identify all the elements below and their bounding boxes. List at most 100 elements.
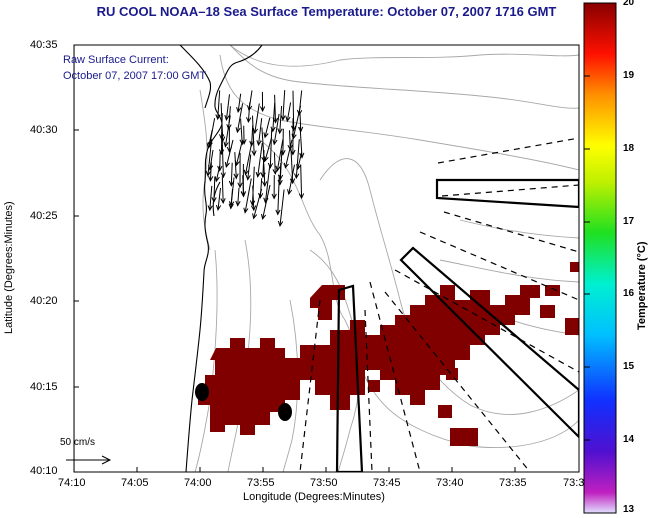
y-tick-label: 40:30 <box>30 124 58 136</box>
current-vector-head <box>250 205 257 212</box>
current-vector-head <box>208 164 214 171</box>
x-axis-label: Longitude (Degrees:Minutes) <box>243 491 385 503</box>
current-vector-head <box>263 132 269 139</box>
colorbar-tick-label: 14 <box>623 434 635 445</box>
current-vector <box>288 164 295 195</box>
survey-boxes <box>335 178 579 472</box>
current-vector <box>264 165 271 203</box>
y-tick-label: 40:25 <box>30 210 58 222</box>
current-vector-head <box>235 200 241 207</box>
current-vector-head <box>246 117 252 124</box>
station-dot <box>278 403 292 421</box>
current-vector-head <box>245 174 251 181</box>
current-vector <box>254 103 260 134</box>
current-vector <box>295 139 300 179</box>
current-vector <box>207 129 213 149</box>
current-vectors <box>205 90 305 227</box>
current-vector <box>221 139 224 178</box>
current-vector <box>258 118 263 146</box>
current-vector <box>264 117 271 138</box>
current-vector <box>251 166 255 206</box>
current-vector-head <box>251 150 257 157</box>
current-vector-head <box>224 114 230 121</box>
y-axis-label: Latitude (Degrees:Minutes) <box>3 201 15 334</box>
colorbar-tick-label: 17 <box>623 216 635 227</box>
plot-area <box>74 45 579 472</box>
current-vector <box>236 103 244 133</box>
current-vector-head <box>271 193 277 200</box>
current-vector <box>207 139 213 176</box>
current-vector <box>235 142 243 166</box>
current-vector <box>279 105 283 134</box>
axis-tick-marks <box>73 44 516 473</box>
current-vector-head <box>261 213 267 221</box>
current-time: October 07, 2007 17:00 GMT <box>63 70 207 82</box>
current-vector <box>282 90 286 120</box>
current-vector <box>264 137 273 162</box>
current-vector <box>225 94 230 120</box>
colorbar-tick-label: 18 <box>623 143 635 154</box>
scale-label: 50 cm/s <box>60 437 96 448</box>
current-vector-head <box>236 106 242 114</box>
current-vector-head <box>275 165 281 172</box>
current-vector <box>234 152 237 179</box>
map-title: RU COOL NOAA–18 Sea Surface Temperature:… <box>96 4 557 19</box>
current-vector-head <box>217 165 223 172</box>
current-vector-head <box>299 152 305 159</box>
current-vector-head <box>275 209 281 216</box>
current-vector-head <box>228 203 234 210</box>
current-vector-head <box>228 180 235 187</box>
current-vector <box>274 94 276 123</box>
y-tick-label: 40:10 <box>30 465 58 477</box>
current-vector-head <box>287 189 293 196</box>
current-vector-head <box>243 207 249 214</box>
current-vector <box>257 142 263 177</box>
colorbar-tick-label: 13 <box>623 504 635 515</box>
current-vector <box>237 93 242 112</box>
current-vector <box>247 154 252 180</box>
current-vector-head <box>214 176 220 183</box>
current-vector <box>284 139 293 168</box>
current-vector-head <box>241 139 247 145</box>
current-vector-head <box>211 197 217 204</box>
current-vector-head <box>252 213 258 220</box>
x-tick-label: 73:55 <box>247 477 275 489</box>
current-vector <box>279 163 282 185</box>
current-vector <box>253 188 263 219</box>
current-vector <box>277 175 280 215</box>
y-tick-label: 40:20 <box>30 295 58 307</box>
current-vector <box>244 178 252 213</box>
current-vector-head <box>287 144 293 151</box>
current-vector <box>220 125 223 155</box>
current-vector <box>224 115 231 147</box>
current-vector <box>252 185 255 211</box>
x-tick-label: 73:35 <box>499 477 527 489</box>
y-tick-label: 40:15 <box>30 381 58 393</box>
current-vector-head <box>237 182 243 189</box>
radar-dashed-lines <box>299 137 579 472</box>
current-vector-head <box>252 128 259 135</box>
current-vector-head <box>255 171 261 178</box>
y-tick-label: 40:35 <box>30 39 58 51</box>
current-vector <box>242 175 245 197</box>
current-vector <box>217 90 221 120</box>
current-vector <box>292 105 302 139</box>
colorbar-ticks <box>584 2 590 514</box>
current-vector-head <box>277 220 284 227</box>
current-vector <box>297 152 303 170</box>
current-vector-head <box>290 125 297 132</box>
current-vector-head <box>207 205 213 212</box>
current-vector <box>262 184 271 220</box>
current-vector-head <box>233 173 239 180</box>
current-vector-head <box>249 200 256 207</box>
current-vector-head <box>220 172 226 179</box>
current-vector <box>209 149 214 170</box>
current-vector <box>230 188 233 209</box>
current-vector <box>209 162 212 181</box>
current-vector <box>273 152 276 174</box>
scale-arrow-icon <box>66 455 112 465</box>
current-vector-head <box>208 176 214 182</box>
colorbar-tick-label: 20 <box>623 0 635 8</box>
current-vector-head <box>223 141 229 148</box>
